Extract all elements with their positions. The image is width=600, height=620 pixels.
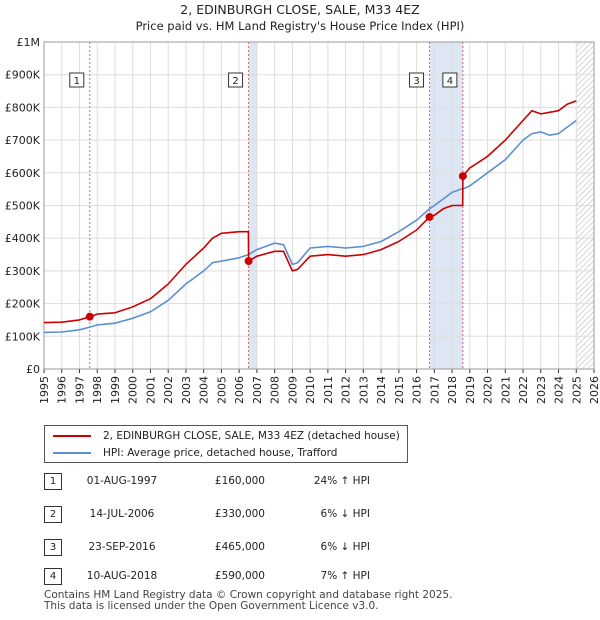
sale-hpi-diff: 24% ↑ HPI xyxy=(313,475,370,487)
x-tick-label: 2012 xyxy=(340,376,353,404)
x-tick-label: 2017 xyxy=(428,376,441,404)
property-price-line xyxy=(43,100,577,324)
sale-point xyxy=(425,212,434,221)
x-tick-label: 2008 xyxy=(269,376,282,404)
x-tick-label: 2024 xyxy=(553,376,566,404)
x-tick-label: 2005 xyxy=(215,376,228,404)
y-tick-label: £100K xyxy=(5,330,41,343)
price-chart: 2, EDINBURGH CLOSE, SALE, M33 4EZ Price … xyxy=(5,2,600,404)
sale-price: £590,000 xyxy=(214,570,265,582)
hpi-line xyxy=(43,119,577,334)
sale-badge-label: 4 xyxy=(447,76,453,87)
x-tick-label: 2018 xyxy=(446,376,459,404)
sale-date: 14-JUL-2006 xyxy=(89,508,155,520)
x-tick-label: 2013 xyxy=(357,376,370,404)
x-tick-label: 1999 xyxy=(109,376,122,404)
sale-hpi-diff: 6% ↓ HPI xyxy=(320,541,370,553)
sale-badge-box xyxy=(69,72,85,88)
sale-date: 23-SEP-2016 xyxy=(88,541,156,553)
sale-hpi-diff: 7% ↑ HPI xyxy=(320,570,370,582)
sale-badge-box xyxy=(228,72,244,88)
x-tick-label: 2001 xyxy=(144,376,157,404)
chart-subtitle: Price paid vs. HM Land Registry's House … xyxy=(136,19,465,33)
x-tick-label: 2014 xyxy=(375,376,388,404)
sale-number-badge: 3 xyxy=(44,539,62,556)
y-tick-label: £600K xyxy=(5,167,41,180)
x-tick-label: 2019 xyxy=(464,376,477,404)
y-tick-label: £800K xyxy=(5,101,41,114)
sale-badge-box xyxy=(442,72,458,88)
x-tick-label: 1995 xyxy=(38,376,51,404)
x-tick-label: 2020 xyxy=(482,376,495,404)
x-tick-label: 2007 xyxy=(251,376,264,404)
sale-price: £160,000 xyxy=(214,475,265,487)
x-tick-label: 1996 xyxy=(56,376,69,404)
plot-frame xyxy=(43,41,595,370)
sale-badge-box xyxy=(409,72,425,88)
x-tick-label: 2015 xyxy=(393,376,406,404)
x-tick-label: 2022 xyxy=(517,376,530,404)
legend-swatch-property xyxy=(53,435,91,437)
y-tick-label: £700K xyxy=(5,134,41,147)
x-tick-label: 2002 xyxy=(162,376,175,404)
sale-badge-label: 2 xyxy=(232,76,238,87)
legend-item-hpi: HPI: Average price, detached house, Traf… xyxy=(53,445,337,461)
x-tick-label: 2006 xyxy=(233,376,246,404)
x-tick-label: 2023 xyxy=(535,376,548,404)
sale-row: 4 10-AUG-2018 £590,000 7% ↑ HPI xyxy=(0,565,600,585)
sale-badge-label: 3 xyxy=(413,76,419,87)
sale-badge-label: 1 xyxy=(74,76,80,87)
footer-licence: This data is licensed under the Open Gov… xyxy=(44,600,379,612)
sale-number-badge: 1 xyxy=(44,473,62,490)
legend-label-hpi: HPI: Average price, detached house, Traf… xyxy=(103,447,338,459)
footer-copyright: Contains HM Land Registry data © Crown c… xyxy=(44,589,453,601)
y-tick-label: £200K xyxy=(5,298,41,311)
sale-row: 3 23-SEP-2016 £465,000 6% ↓ HPI xyxy=(0,536,600,556)
x-tick-label: 2009 xyxy=(286,376,299,404)
sale-number-badge: 2 xyxy=(44,506,62,523)
x-tick-label: 2010 xyxy=(304,376,317,404)
x-tick-label: 2004 xyxy=(198,376,211,404)
x-tick-label: 2016 xyxy=(411,376,424,404)
y-tick-label: £0 xyxy=(26,363,40,376)
legend: 2, EDINBURGH CLOSE, SALE, M33 4EZ (detac… xyxy=(44,425,408,463)
x-tick-label: 2025 xyxy=(570,376,583,404)
sale-point xyxy=(244,257,253,266)
x-tick-label: 1998 xyxy=(91,376,104,404)
sale-row: 2 14-JUL-2006 £330,000 6% ↓ HPI xyxy=(0,503,600,523)
x-tick-label: 2003 xyxy=(180,376,193,404)
y-tick-label: £500K xyxy=(5,200,41,213)
y-tick-label: £400K xyxy=(5,232,41,245)
sale-price: £465,000 xyxy=(214,541,265,553)
x-tick-label: 2000 xyxy=(127,376,140,404)
sale-date: 01-AUG-1997 xyxy=(86,475,158,487)
sale-number-badge: 4 xyxy=(44,568,62,585)
y-tick-label: £1M xyxy=(17,36,41,49)
x-tick-label: 2011 xyxy=(322,376,335,404)
x-tick-label: 2021 xyxy=(499,376,512,404)
y-tick-label: £300K xyxy=(5,265,41,278)
y-tick-label: £900K xyxy=(5,69,41,82)
legend-swatch-hpi xyxy=(53,452,91,454)
sale-hpi-diff: 6% ↓ HPI xyxy=(320,508,370,520)
sale-point xyxy=(85,312,94,321)
sale-price: £330,000 xyxy=(214,508,265,520)
legend-item-property: 2, EDINBURGH CLOSE, SALE, M33 4EZ (detac… xyxy=(53,428,400,444)
sale-date: 10-AUG-2018 xyxy=(86,570,158,582)
legend-label-property: 2, EDINBURGH CLOSE, SALE, M33 4EZ (detac… xyxy=(103,430,400,442)
sale-point xyxy=(458,172,467,181)
sale-row: 1 01-AUG-1997 £160,000 24% ↑ HPI xyxy=(0,470,600,490)
x-tick-label: 1997 xyxy=(73,376,86,404)
chart-title: 2, EDINBURGH CLOSE, SALE, M33 4EZ xyxy=(180,2,419,17)
footer: Contains HM Land Registry data © Crown c… xyxy=(44,590,452,612)
x-tick-label: 2026 xyxy=(588,376,600,404)
